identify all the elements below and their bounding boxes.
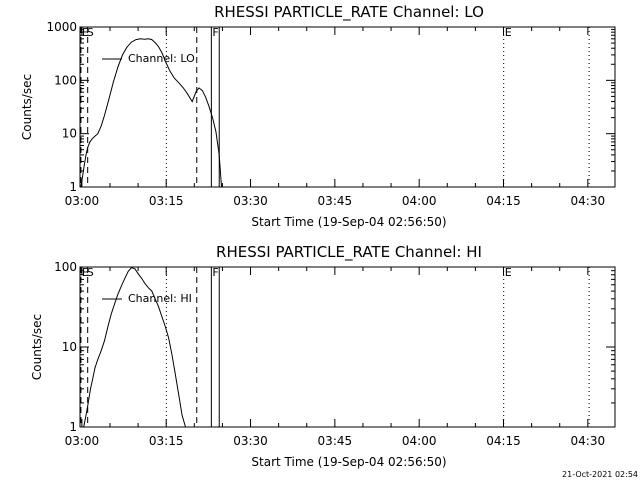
hi-y-tick-label: 100 bbox=[54, 260, 77, 274]
lo-series-line bbox=[80, 38, 222, 188]
hi-plot-frame bbox=[79, 266, 616, 428]
lo-chart-title: RHESSI PARTICLE_RATE Channel: LO bbox=[214, 3, 484, 22]
hi-x-tick-label: 03:45 bbox=[318, 434, 353, 448]
hi-y-tick-label: 1 bbox=[69, 420, 77, 434]
hi-marker-label: E bbox=[505, 266, 512, 279]
generation-timestamp: 21-Oct-2021 02:54 bbox=[562, 470, 638, 479]
lo-x-tick-label: 03:00 bbox=[65, 194, 100, 208]
lo-marker-label: E bbox=[505, 26, 512, 39]
hi-y-tick-label: 10 bbox=[62, 340, 77, 354]
hi-legend-label: Channel: HI bbox=[128, 292, 192, 305]
hi-series-line bbox=[83, 267, 186, 428]
lo-y-tick-label: 100 bbox=[54, 73, 77, 87]
lo-x-tick-label: 03:45 bbox=[318, 194, 353, 208]
hi-x-tick-label: 04:30 bbox=[571, 434, 606, 448]
lo-channel-panel: RHESSI PARTICLE_RATE Channel: LO Counts/… bbox=[20, 3, 616, 229]
lo-plot-frame bbox=[79, 26, 616, 188]
hi-x-tick-label: 04:00 bbox=[402, 434, 437, 448]
lo-x-axis-label: Start Time (19-Sep-04 02:56:50) bbox=[251, 215, 446, 229]
lo-marker-label: E bbox=[82, 26, 89, 39]
hi-marker-label: S bbox=[87, 266, 94, 279]
lo-x-tick-label: 03:15 bbox=[149, 194, 184, 208]
hi-y-axis-label: Counts/sec bbox=[30, 314, 44, 380]
hi-x-tick-label: 03:30 bbox=[233, 434, 268, 448]
hi-x-tick-label: 04:15 bbox=[486, 434, 521, 448]
lo-y-tick-label: 1 bbox=[69, 180, 77, 194]
lo-x-tick-label: 03:30 bbox=[233, 194, 268, 208]
hi-x-axis-label: Start Time (19-Sep-04 02:56:50) bbox=[251, 455, 446, 469]
lo-x-tick-label: 04:15 bbox=[486, 194, 521, 208]
lo-marker-label: F bbox=[212, 26, 218, 39]
lo-y-tick-label: 1000 bbox=[46, 20, 77, 34]
hi-chart-title: RHESSI PARTICLE_RATE Channel: HI bbox=[216, 243, 482, 262]
lo-y-tick-label: 10 bbox=[62, 127, 77, 141]
hi-marker-label: E bbox=[82, 266, 89, 279]
lo-y-axis-label: Counts/sec bbox=[20, 74, 34, 140]
hi-channel-panel: RHESSI PARTICLE_RATE Channel: HI Counts/… bbox=[30, 243, 616, 469]
lo-legend-label: Channel: LO bbox=[128, 52, 195, 65]
lo-x-tick-label: 04:30 bbox=[571, 194, 606, 208]
hi-x-tick-label: 03:15 bbox=[149, 434, 184, 448]
hi-marker-label: F bbox=[212, 266, 218, 279]
lo-x-tick-label: 04:00 bbox=[402, 194, 437, 208]
hi-x-tick-label: 03:00 bbox=[65, 434, 100, 448]
lo-marker-label: S bbox=[87, 26, 94, 39]
